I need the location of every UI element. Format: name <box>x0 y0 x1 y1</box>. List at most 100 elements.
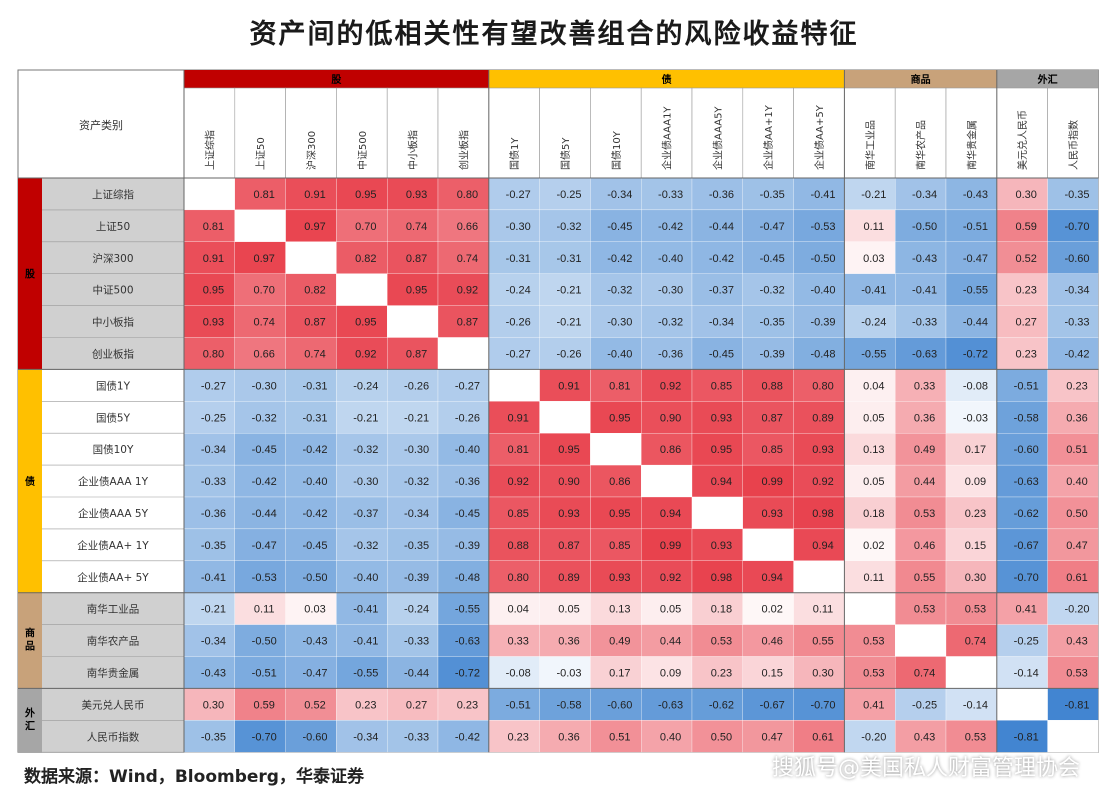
column-label: 中小板指 <box>407 130 420 170</box>
heatmap-cell <box>437 464 489 498</box>
cell-value: -0.14 <box>1014 667 1039 679</box>
heatmap-cell <box>437 656 489 689</box>
cell-value: 0.97 <box>253 253 274 265</box>
cell-value: 0.92 <box>355 348 376 360</box>
heatmap-cell <box>539 209 591 242</box>
heatmap-cell <box>844 433 896 466</box>
cell-value: -0.34 <box>912 189 937 201</box>
heatmap-cell <box>590 337 642 370</box>
cell-value: 0.02 <box>863 540 884 552</box>
cell-value: 0.55 <box>812 636 833 648</box>
cell-value: 0.53 <box>914 604 935 616</box>
cell-value: -0.43 <box>201 667 226 679</box>
heatmap-cell <box>844 401 896 434</box>
heatmap-cell <box>437 688 489 721</box>
heatmap-cell <box>488 688 540 721</box>
cell-value: 0.03 <box>304 604 325 616</box>
cell-value: -0.63 <box>455 636 480 648</box>
cell-value: 0.53 <box>965 731 986 743</box>
column-header-cell <box>234 87 286 179</box>
row-label: 国债10Y <box>93 443 134 456</box>
heatmap-cell <box>387 720 439 753</box>
heatmap-cell <box>590 592 642 625</box>
cell-value: 0.85 <box>609 540 630 552</box>
heatmap-cell <box>895 305 947 338</box>
row-label: 创业板指 <box>92 347 134 360</box>
heatmap-cell <box>285 209 337 242</box>
cell-value: 0.80 <box>457 189 478 201</box>
heatmap-cell <box>437 401 489 434</box>
cell-value: 0.30 <box>965 572 986 584</box>
cell-value: -0.36 <box>201 508 226 520</box>
heatmap-cell <box>945 528 997 561</box>
heatmap-cell <box>996 528 1048 561</box>
heatmap-cell <box>691 369 743 402</box>
column-header-cell <box>894 87 947 179</box>
column-header-cell <box>996 87 1048 179</box>
cell-value: -0.63 <box>658 699 683 711</box>
heatmap-cell <box>844 337 896 370</box>
heatmap-cell <box>590 241 642 274</box>
cell-value: 0.66 <box>457 221 478 233</box>
cell-value: -0.27 <box>506 348 531 360</box>
heatmap-cell <box>691 720 743 753</box>
heatmap-cell <box>895 528 947 561</box>
cell-value: 0.92 <box>660 380 681 392</box>
heatmap-cell <box>590 464 642 498</box>
heatmap-cell <box>183 624 235 657</box>
heatmap-cell <box>285 177 337 211</box>
cell-value: 0.04 <box>863 380 884 392</box>
column-label: 美元兑人民币 <box>1016 110 1029 170</box>
cell-value: -0.44 <box>709 221 734 233</box>
column-header-cell <box>742 87 794 179</box>
heatmap-cell <box>641 369 693 402</box>
heatmap-cell <box>285 720 337 753</box>
diagonal-cell <box>387 305 439 338</box>
cell-value: -0.26 <box>404 380 429 392</box>
heatmap-cell <box>285 592 337 625</box>
group-label-left: 股 <box>25 269 36 281</box>
heatmap-cell <box>183 337 235 370</box>
group-bar-left <box>18 178 42 370</box>
row-label: 上证综指 <box>92 188 134 201</box>
heatmap-cell <box>234 688 286 721</box>
row-label: 中小板指 <box>92 316 134 329</box>
column-label: 企业债AA+1Y <box>762 104 775 170</box>
heatmap-cell <box>234 528 286 561</box>
cell-value: -0.35 <box>201 540 226 552</box>
row-label: 企业债AA+ 5Y <box>77 571 149 584</box>
heatmap-cell <box>793 720 845 753</box>
heatmap-cell <box>488 273 540 306</box>
heatmap-cell <box>691 528 743 561</box>
column-header-cell <box>539 87 591 179</box>
cell-value: 0.46 <box>914 540 935 552</box>
heatmap-cell <box>234 273 286 306</box>
heatmap-cell <box>793 592 845 625</box>
heatmap-cell <box>895 177 947 211</box>
cell-value: 0.93 <box>711 540 732 552</box>
cell-value: -0.42 <box>252 476 277 488</box>
cell-value: 0.23 <box>711 667 732 679</box>
heatmap-cell <box>691 464 743 498</box>
heatmap-cell <box>742 496 794 530</box>
heatmap-cell <box>590 209 642 242</box>
row-label: 南华农产品 <box>87 635 140 648</box>
heatmap-cell <box>437 560 489 593</box>
cell-value: 0.89 <box>558 572 579 584</box>
cell-value: -0.30 <box>252 380 277 392</box>
heatmap-cell <box>336 624 388 657</box>
row-label: 国债5Y <box>96 411 131 424</box>
cell-value: 0.90 <box>558 476 579 488</box>
group-bar-left <box>18 688 42 753</box>
diagonal-cell <box>285 241 337 274</box>
column-label: 企业债AAA1Y <box>661 106 674 170</box>
cell-value: 0.53 <box>863 636 884 648</box>
heatmap-cell <box>844 560 896 593</box>
heatmap-cell <box>1047 305 1099 338</box>
cell-value: 0.55 <box>914 572 935 584</box>
heatmap-cell <box>895 656 947 689</box>
cell-value: -0.32 <box>353 444 378 456</box>
heatmap-cell <box>336 592 388 625</box>
heatmap-cell <box>945 688 997 721</box>
column-label: 南华农产品 <box>915 120 928 170</box>
